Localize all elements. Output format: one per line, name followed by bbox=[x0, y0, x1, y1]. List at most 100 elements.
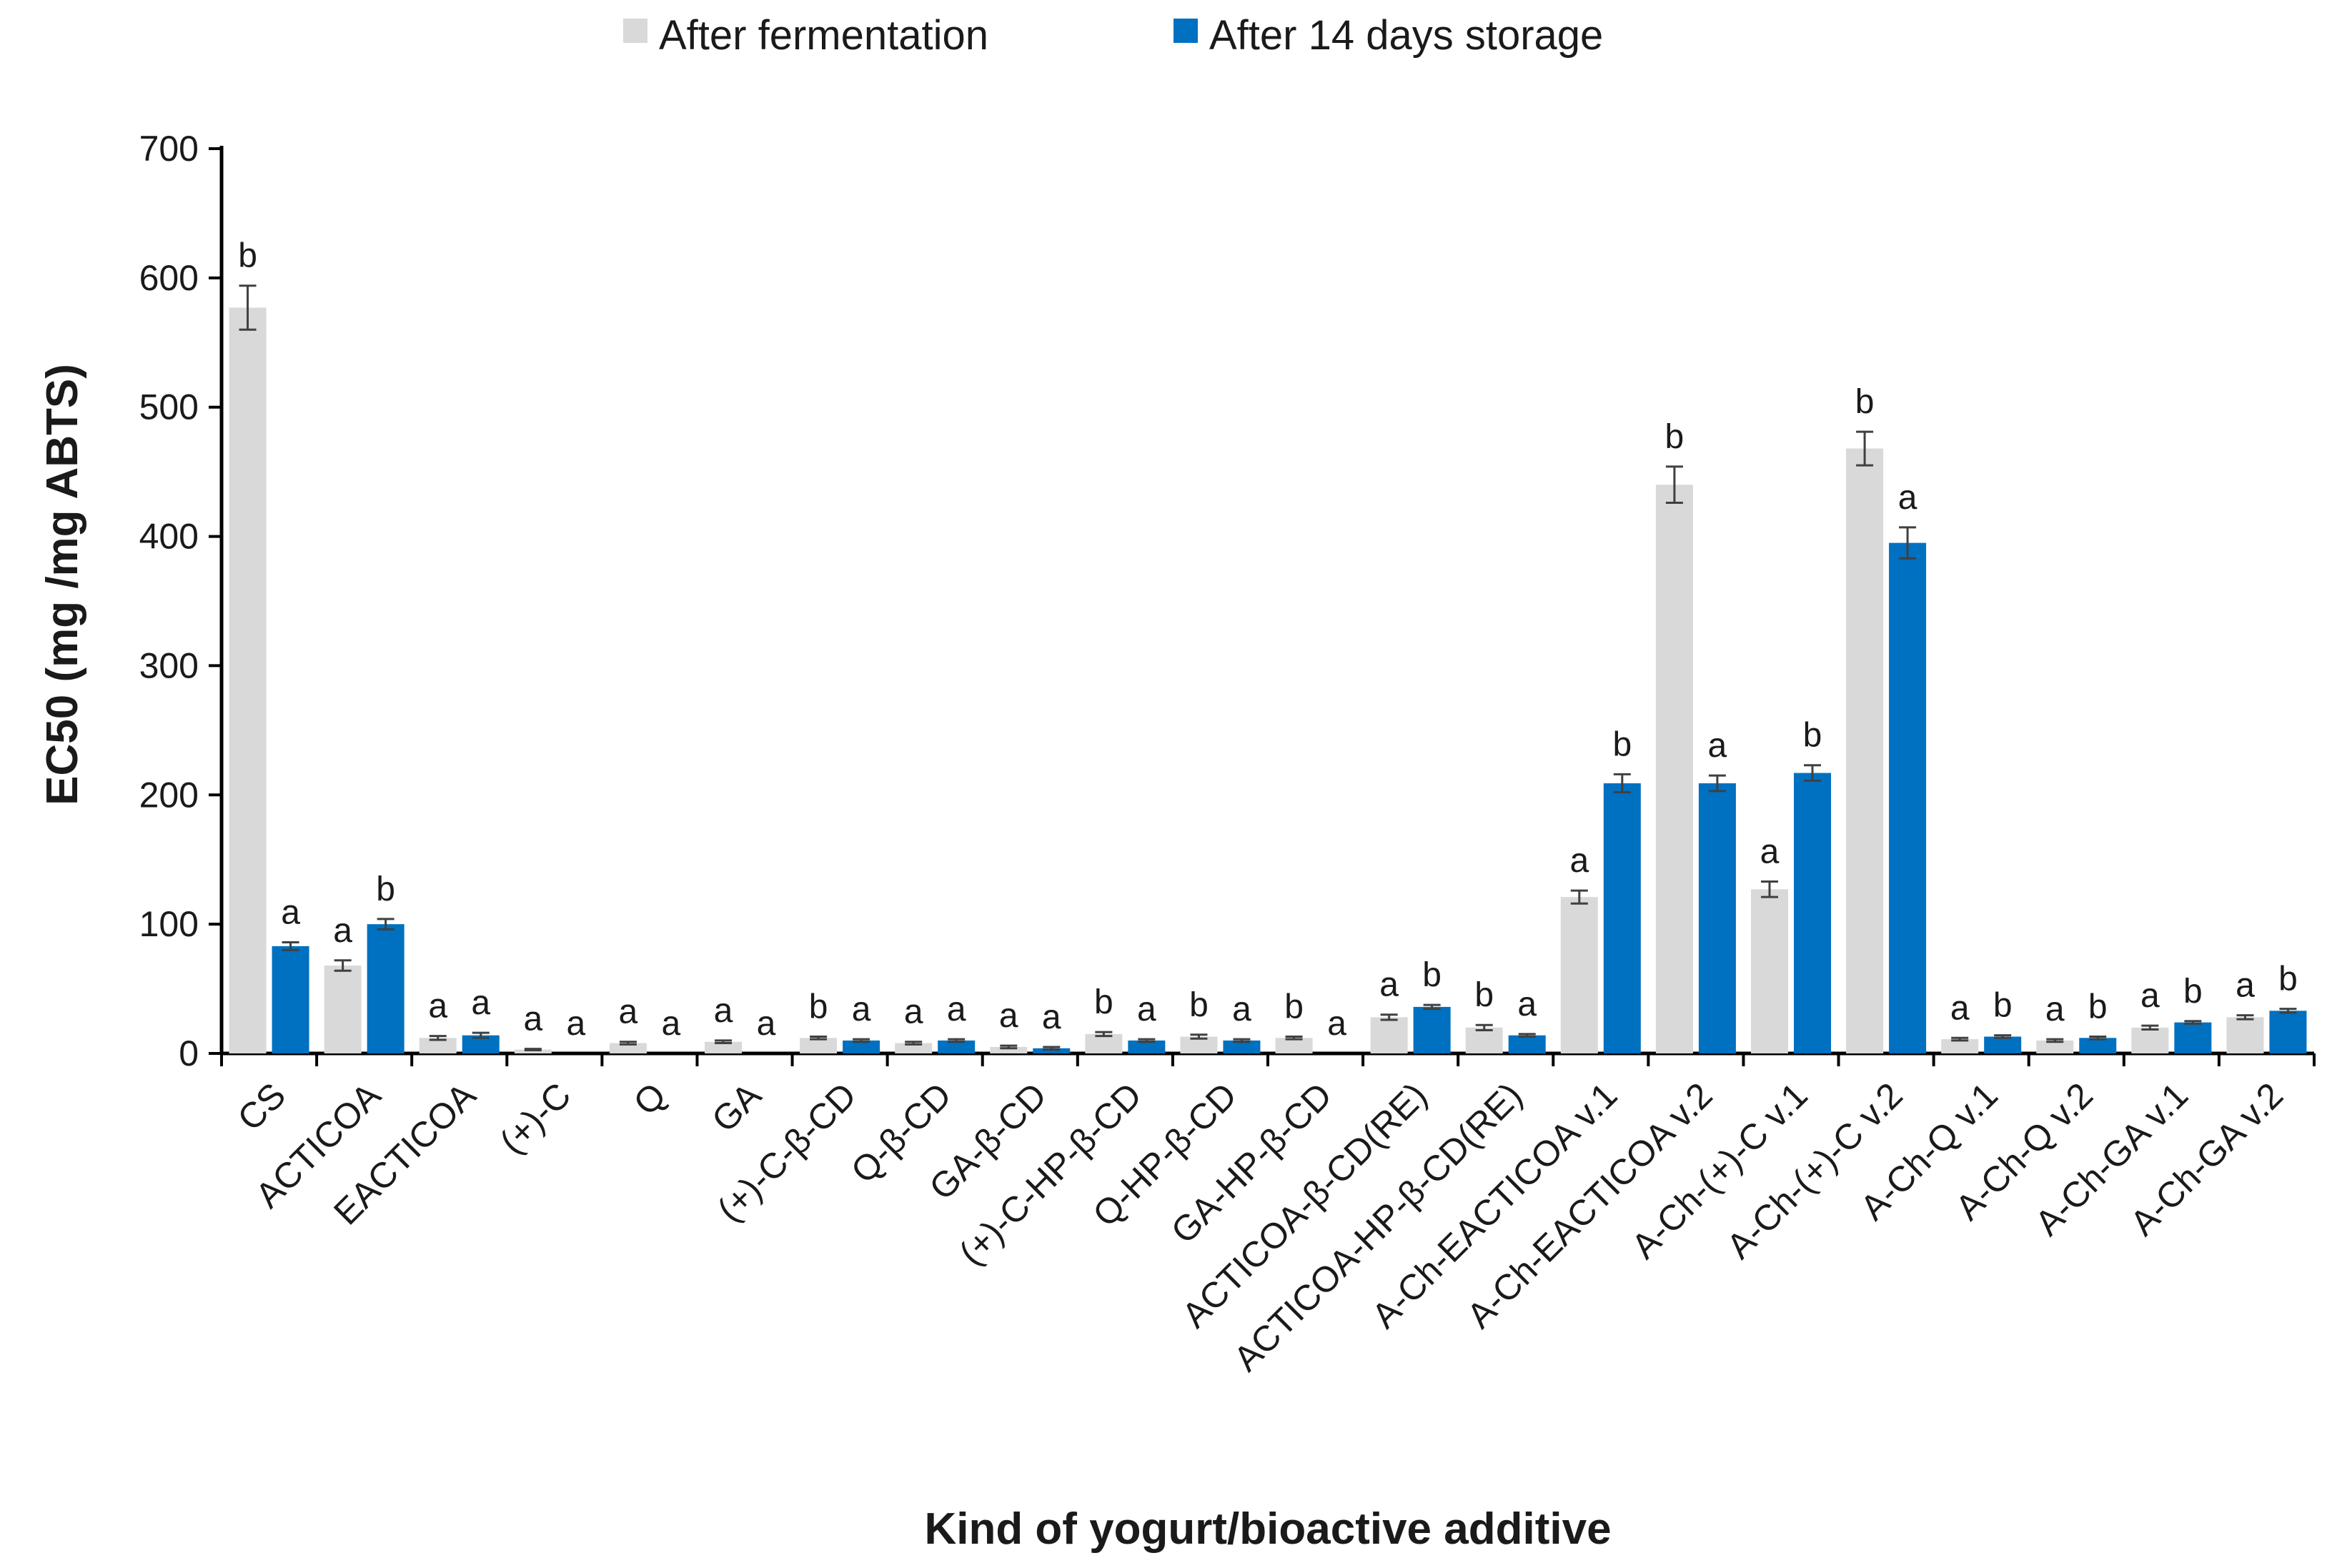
significance-label: a bbox=[523, 1001, 542, 1038]
significance-label: b bbox=[2183, 973, 2203, 1011]
error-bar-after-14-days-storage-acticoa-hp-cd-re bbox=[1518, 1033, 1536, 1038]
bar-after-14-days-storage-q-hp-cd bbox=[1223, 1040, 1261, 1053]
error-bar-after-fermentation-a-ch-q-v-2 bbox=[2046, 1038, 2064, 1043]
bar-after-fermentation-ga-cd bbox=[990, 1046, 1028, 1053]
bar-after-fermentation-acticoa bbox=[324, 966, 362, 1053]
y-tick-label: 0 bbox=[179, 1033, 199, 1073]
significance-label: b bbox=[1665, 418, 1685, 456]
error-bar-after-fermentation-ga-hp-cd bbox=[1285, 1035, 1303, 1041]
significance-label: b bbox=[1993, 987, 2013, 1025]
significance-label: b bbox=[1855, 383, 1875, 421]
bar-after-14-days-storage-acticoa-cd-re bbox=[1413, 1006, 1451, 1053]
significance-label: a bbox=[1708, 727, 1727, 765]
y-tick-label: 400 bbox=[139, 517, 199, 557]
significance-label: a bbox=[2140, 977, 2160, 1015]
bar-after-14-days-storage-ga-cd bbox=[1033, 1048, 1071, 1053]
legend-label-after-fermentation: After fermentation bbox=[659, 12, 988, 59]
bar-after-14-days-storage-acticoa-hp-cd-re bbox=[1508, 1035, 1546, 1053]
error-bar-after-fermentation-c-hp-cd bbox=[1095, 1031, 1113, 1038]
error-bar-after-fermentation-acticoa-cd-re bbox=[1380, 1013, 1398, 1021]
error-bars bbox=[239, 284, 2297, 1051]
significance-label: a bbox=[1760, 833, 1780, 870]
legend-swatch-after-fermentation bbox=[623, 19, 648, 43]
error-bar-after-14-days-storage-a-ch-ga-v-1 bbox=[2184, 1020, 2202, 1025]
significance-label: b bbox=[1284, 988, 1304, 1026]
significance-label: a bbox=[1042, 998, 1061, 1036]
significance-label: a bbox=[1950, 989, 1970, 1027]
error-bar-after-14-days-storage-c-hp-cd bbox=[1138, 1038, 1156, 1043]
error-bar-after-14-days-storage-eacticoa bbox=[472, 1031, 490, 1039]
error-bar-after-14-days-storage-a-ch-q-v-2 bbox=[2089, 1035, 2107, 1041]
significance-label: a bbox=[852, 991, 871, 1028]
error-bar-after-14-days-storage-ga-cd bbox=[1043, 1046, 1061, 1051]
y-tick-label: 200 bbox=[139, 775, 199, 815]
bar-after-14-days-storage-a-ch-eacticoa-v-2 bbox=[1698, 783, 1736, 1053]
error-bar-after-14-days-storage-a-ch-c-v-2 bbox=[1899, 526, 1917, 560]
bar-after-14-days-storage-c-hp-cd bbox=[1128, 1040, 1166, 1053]
significance-label: b bbox=[2088, 988, 2108, 1026]
significance-label: a bbox=[757, 1005, 776, 1043]
significance-label: b bbox=[809, 988, 828, 1026]
error-bar-after-fermentation-acticoa bbox=[334, 959, 352, 972]
error-bar-after-14-days-storage-q-hp-cd bbox=[1233, 1038, 1251, 1043]
error-bar-after-14-days-storage-a-ch-eacticoa-v-2 bbox=[1708, 774, 1726, 793]
y-axis-title: EC50 (mg /mg ABTS) bbox=[38, 364, 87, 805]
bar-after-14-days-storage-acticoa bbox=[367, 924, 405, 1053]
category-label-q: Q bbox=[626, 1075, 674, 1123]
significance-label: a bbox=[428, 988, 447, 1026]
legend: After fermentation After 14 days storage bbox=[623, 12, 1603, 59]
significance-label: b bbox=[1612, 725, 1632, 763]
bar-after-fermentation-q-hp-cd bbox=[1180, 1036, 1218, 1053]
significance-label: b bbox=[1094, 983, 1113, 1021]
significance-label: a bbox=[1137, 991, 1156, 1028]
error-bar-after-fermentation-a-ch-ga-v-1 bbox=[2141, 1024, 2159, 1031]
significance-label: b bbox=[1422, 956, 1442, 994]
y-axis: 0 100 200 300 400 500 600 700 bbox=[139, 129, 224, 1073]
category-label-cs: CS bbox=[230, 1075, 294, 1138]
error-bar-after-14-days-storage-a-ch-ga-v-2 bbox=[2279, 1008, 2297, 1014]
legend-swatch-after-14-days-storage bbox=[1174, 19, 1198, 43]
significance-label: b bbox=[1803, 717, 1822, 755]
x-axis-title: Kind of yogurt/bioactive additive bbox=[924, 1504, 1611, 1554]
bar-after-14-days-storage-cs bbox=[272, 946, 309, 1053]
bar-after-fermentation-q-cd bbox=[895, 1043, 933, 1053]
x-axis bbox=[220, 1051, 2316, 1066]
error-bar-after-14-days-storage-acticoa bbox=[377, 918, 395, 931]
bar-after-14-days-storage-c-cd bbox=[843, 1040, 880, 1053]
error-bar-after-14-days-storage-a-ch-eacticoa-v-1 bbox=[1613, 773, 1631, 794]
significance-label: a bbox=[1517, 986, 1537, 1023]
y-tick-label: 500 bbox=[139, 387, 199, 427]
error-bar-after-fermentation-eacticoa bbox=[429, 1035, 447, 1041]
error-bar-after-14-days-storage-a-ch-c-v-1 bbox=[1804, 764, 1821, 782]
bar-after-fermentation-cs bbox=[229, 307, 267, 1053]
bar-after-fermentation-a-ch-ga-v-2 bbox=[2226, 1017, 2264, 1053]
significance-label: a bbox=[2236, 967, 2255, 1005]
bar-after-14-days-storage-a-ch-eacticoa-v-1 bbox=[1603, 783, 1641, 1053]
bar-after-14-days-storage-a-ch-c-v-1 bbox=[1794, 773, 1831, 1053]
significance-label: b bbox=[1189, 986, 1209, 1024]
significance-label: b bbox=[238, 237, 257, 275]
error-bar-after-fermentation-ga-cd bbox=[1000, 1044, 1018, 1050]
bar-after-fermentation-a-ch-eacticoa-v-2 bbox=[1655, 485, 1693, 1053]
significance-label: a bbox=[1898, 479, 1917, 517]
bar-after-fermentation-ga-hp-cd bbox=[1275, 1038, 1313, 1053]
bar-after-fermentation-c-hp-cd bbox=[1085, 1033, 1123, 1053]
error-bar-after-14-days-storage-cs bbox=[282, 941, 299, 951]
bar-after-14-days-storage-a-ch-q-v-2 bbox=[2079, 1038, 2117, 1053]
bar-after-fermentation-a-ch-q-v-2 bbox=[2036, 1040, 2074, 1053]
error-bar-after-fermentation-cs bbox=[239, 284, 257, 331]
legend-label-after-14-days-storage: After 14 days storage bbox=[1209, 12, 1603, 59]
bar-after-fermentation-a-ch-eacticoa-v-1 bbox=[1560, 897, 1598, 1053]
category-label-ga: GA bbox=[704, 1075, 769, 1140]
significance-label: a bbox=[1379, 966, 1399, 1004]
significance-label: b bbox=[376, 870, 395, 908]
bar-after-14-days-storage-a-ch-q-v-1 bbox=[1984, 1036, 2022, 1053]
significance-label: a bbox=[1232, 991, 1251, 1028]
error-bar-after-fermentation-acticoa-hp-cd-re bbox=[1475, 1023, 1493, 1031]
error-bar-after-fermentation-a-ch-c-v-1 bbox=[1761, 880, 1778, 898]
significance-label: a bbox=[662, 1005, 681, 1043]
error-bar-after-fermentation-c bbox=[524, 1048, 542, 1051]
significance-label: a bbox=[1569, 842, 1589, 880]
bar-after-fermentation-a-ch-ga-v-1 bbox=[2131, 1027, 2169, 1053]
